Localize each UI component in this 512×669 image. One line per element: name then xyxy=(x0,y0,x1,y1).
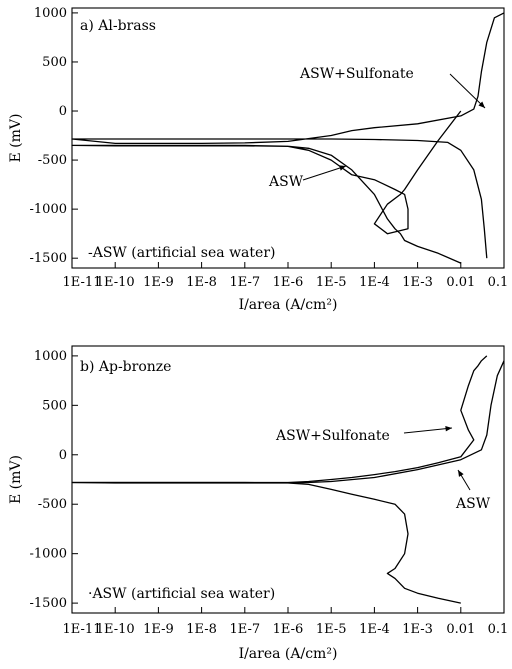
y-tick-label: 0 xyxy=(59,104,67,119)
y-tick-label: -500 xyxy=(38,497,67,512)
panel-label: b) Ap-bronze xyxy=(80,359,171,375)
x-tick-label: 1E-11 xyxy=(63,622,102,637)
y-tick-label: 500 xyxy=(42,398,67,413)
panel-label: a) Al-brass xyxy=(80,18,156,34)
x-tick-label: 1E-7 xyxy=(229,622,260,637)
x-tick-label: 1E-5 xyxy=(316,622,347,637)
x-tick-label: 0.01 xyxy=(446,275,475,290)
y-tick-label: 1000 xyxy=(34,349,67,364)
series-line-asw-sulfonate xyxy=(71,12,505,259)
x-tick-label: 1E-7 xyxy=(229,275,260,290)
annotation-label: ASW+Sulfonate xyxy=(299,66,414,82)
x-tick-label: 1E-3 xyxy=(402,275,433,290)
x-tick-label: 1E-8 xyxy=(186,275,217,290)
x-tick-label: 0.1 xyxy=(488,275,509,290)
y-tick-label: -1500 xyxy=(30,596,67,611)
x-tick-label: 1E-6 xyxy=(273,622,304,637)
x-axis-label: I/area (A/cm²) xyxy=(239,297,338,313)
note-text: -ASW (artificial sea water) xyxy=(88,245,275,261)
annotation-label: ASW+Sulfonate xyxy=(275,428,390,444)
annotation-arrow xyxy=(449,73,486,109)
x-tick-label: 1E-11 xyxy=(63,275,102,290)
x-tick-label: 1E-10 xyxy=(96,622,135,637)
x-axis-label: I/area (A/cm²) xyxy=(239,646,338,662)
y-axis-label: E (mV) xyxy=(8,114,24,163)
annotation-arrowhead xyxy=(478,101,485,108)
x-tick-label: 1E-8 xyxy=(186,622,217,637)
x-tick-label: 0.1 xyxy=(488,622,509,637)
x-tick-label: 1E-10 xyxy=(96,275,135,290)
x-tick-label: 1E-5 xyxy=(316,275,347,290)
y-axis-label: E (mV) xyxy=(8,455,24,504)
x-tick-label: 0.01 xyxy=(446,622,475,637)
annotation-arrowhead xyxy=(445,425,452,432)
note-text: ·ASW (artificial sea water) xyxy=(88,586,275,602)
series-line-asw xyxy=(71,360,505,604)
series-line-asw xyxy=(71,110,462,264)
annotation-arrow xyxy=(403,427,453,434)
x-tick-label: 1E-9 xyxy=(143,275,174,290)
x-tick-label: 1E-9 xyxy=(143,622,174,637)
annotation-label: ASW xyxy=(455,496,491,512)
annotation-label: ASW xyxy=(268,174,304,190)
y-tick-label: -500 xyxy=(38,153,67,168)
x-tick-label: 1E-3 xyxy=(402,622,433,637)
plot-frame xyxy=(71,7,505,269)
x-tick-label: 1E-4 xyxy=(359,622,390,637)
y-tick-label: 1000 xyxy=(34,6,67,21)
y-tick-label: -1000 xyxy=(30,547,67,562)
y-tick-label: -1500 xyxy=(30,251,67,266)
annotation-arrow xyxy=(302,165,347,181)
annotation-arrowhead xyxy=(339,165,346,171)
x-tick-label: 1E-6 xyxy=(273,275,304,290)
plot-frame xyxy=(71,345,505,614)
y-tick-label: -1000 xyxy=(30,202,67,217)
annotation-arrowhead xyxy=(458,470,464,477)
y-tick-label: 500 xyxy=(42,55,67,70)
x-tick-label: 1E-4 xyxy=(359,275,390,290)
y-tick-label: 0 xyxy=(59,448,67,463)
